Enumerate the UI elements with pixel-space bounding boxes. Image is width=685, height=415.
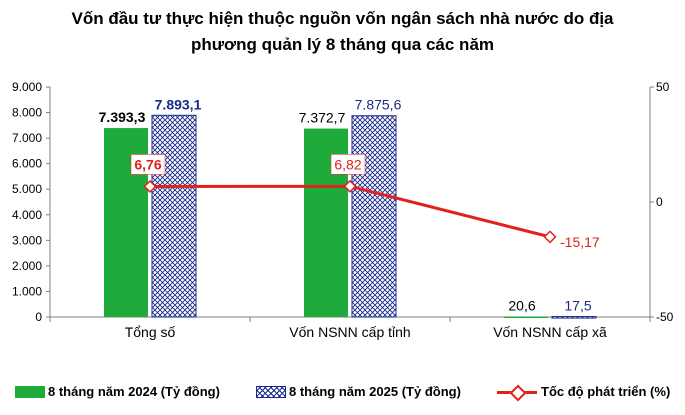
x-tick-label: Vốn NSNN cấp tỉnh: [289, 324, 410, 340]
left-tick-label: 1.000: [12, 284, 42, 298]
legend-swatch-2025: [256, 385, 286, 398]
left-tick-label: 6.000: [12, 157, 42, 171]
left-tick-label: 8.000: [12, 106, 42, 120]
bar-2025: [351, 115, 397, 318]
growth-point: [143, 179, 157, 194]
legend-item-growth: Tốc độ phát triển (%): [497, 384, 670, 399]
left-tick-label: 2.000: [12, 259, 42, 273]
data-label-2025: 7.893,1: [155, 96, 202, 112]
legend-swatch-growth: [497, 386, 537, 398]
right-tick-label: -50: [656, 310, 674, 324]
growth-label: -15,17: [560, 234, 600, 250]
chart-title-line-1: Vốn đầu tư thực hiện thuộc nguồn vốn ngâ…: [71, 9, 614, 28]
growth-label: 6,82: [334, 156, 361, 172]
data-label-2025: 17,5: [564, 298, 591, 314]
legend-label-growth: Tốc độ phát triển (%): [541, 384, 671, 399]
left-tick-label: 5.000: [12, 182, 42, 196]
x-tick-label: Vốn NSNN cấp xã: [493, 324, 607, 340]
growth-point: [343, 179, 357, 193]
bar-2025: [151, 114, 197, 318]
chart-plot: 0 1.000 2.000 3.000 4.000 5.000 6.000 7.000 8.00…: [12, 80, 674, 340]
chart-title-line-2: phương quản lý 8 tháng qua các năm: [190, 35, 495, 54]
left-tick-label: 3.000: [12, 233, 42, 247]
legend-item-2025: 8 tháng năm 2025 (Tỷ đồng): [256, 384, 461, 399]
growth-line: [149, 184, 551, 239]
data-label-2024: 20,6: [508, 297, 535, 313]
bar-2025: [551, 316, 597, 319]
legend-item-2024: 8 tháng năm 2024 (Tỷ đồng): [15, 384, 220, 399]
left-tick-label: 0: [35, 310, 42, 324]
legend-label-2024: 8 tháng năm 2024 (Tỷ đồng): [48, 384, 220, 399]
left-tick-label: 7.000: [12, 131, 42, 145]
growth-point: [543, 230, 557, 244]
legend-swatch-2024: [15, 385, 45, 398]
growth-label-box: [330, 154, 366, 175]
left-tick-label: 9.000: [12, 80, 42, 94]
x-tick-label: Tổng số: [125, 324, 176, 340]
growth-label-box: [130, 154, 166, 175]
legend-label-2025: 8 tháng năm 2025 (Tỷ đồng): [289, 384, 461, 399]
data-label-2024: 7.393,3: [99, 109, 146, 125]
growth-label: 6,76: [134, 156, 161, 172]
right-tick-label: 50: [656, 80, 670, 94]
legend: 8 tháng năm 2024 (Tỷ đồng) 8 tháng năm 2…: [0, 384, 685, 406]
data-label-2024: 7.372,7: [299, 110, 346, 126]
data-label-2025: 7.875,6: [355, 97, 402, 113]
bar-2024: [504, 316, 548, 318]
left-tick-label: 4.000: [12, 208, 42, 222]
chart-title: Vốn đầu tư thực hiện thuộc nguồn vốn ngâ…: [0, 6, 685, 58]
right-tick-label: 0: [656, 195, 663, 209]
